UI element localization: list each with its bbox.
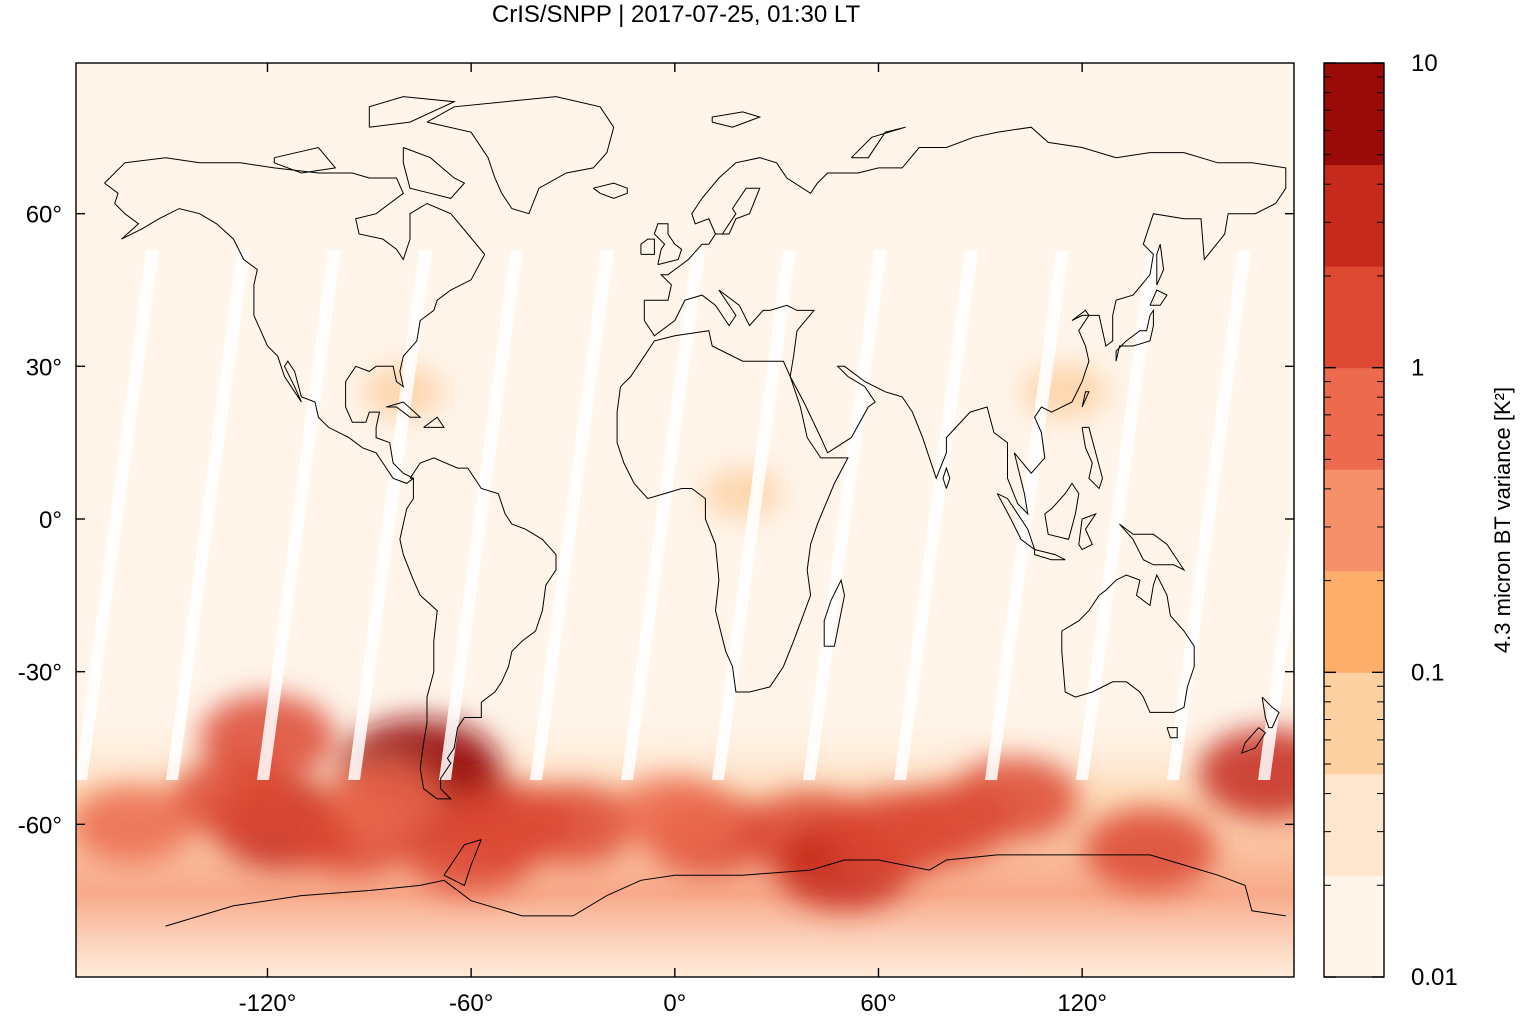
y-tick-label: 60°: [26, 202, 62, 229]
colorbar-label: 4.3 micron BT variance [K²]: [1490, 387, 1515, 653]
hotspot-15: [1084, 807, 1216, 892]
swath-gap-layer: [76, 250, 1294, 780]
coastline-new-zealand-n: [1261, 696, 1280, 729]
coastline-cuba: [386, 401, 422, 418]
colorbar-swatch-3: [1324, 570, 1384, 673]
colorbar: 10 1 0.1 0.01: [1323, 50, 1458, 991]
colorbar-swatch-1: [1324, 773, 1384, 876]
coastline-layer: [104, 96, 1287, 927]
x-tick-label: 120°: [1057, 990, 1107, 1017]
x-tick-label: 0°: [663, 990, 686, 1017]
y-tick-label: -60°: [18, 812, 62, 839]
coastline-svalbard: [711, 111, 762, 128]
swath-gap-11: [1076, 250, 1160, 780]
swath-gap-0: [76, 250, 159, 780]
coastline-sri-lanka: [942, 466, 951, 489]
swath-gap-4: [439, 250, 523, 780]
coastline-sakhalin: [1156, 244, 1165, 286]
swath-gap-10: [985, 250, 1069, 780]
coastline-baffin: [402, 147, 466, 199]
swath-gap-1: [166, 250, 250, 780]
colorbar-swatch-5: [1324, 367, 1384, 470]
chart-title: CrIS/SNPP | 2017-07-25, 01:30 LT: [492, 1, 861, 28]
colorbar-swatch-2: [1324, 672, 1384, 775]
coastline-antarctica: [165, 854, 1286, 927]
coastline-antarctica-peninsula: [443, 839, 482, 887]
hotspot-18: [615, 775, 735, 853]
coastline-iceland: [592, 182, 628, 199]
swath-gap-6: [621, 250, 705, 780]
coastline-madagascar: [823, 578, 846, 647]
coastline-tasmania: [1166, 727, 1178, 739]
colorbar-swatch-6: [1324, 266, 1384, 369]
colorbar-swatch-4: [1324, 469, 1384, 572]
hotspot-19: [327, 761, 445, 837]
coastline-java: [1034, 549, 1066, 561]
coastline-sulawesi: [1078, 512, 1097, 551]
coastline-new-guinea: [1119, 523, 1186, 572]
plot-frame: [75, 62, 1295, 978]
hotspot-8: [510, 784, 636, 865]
coastline-borneo: [1044, 482, 1080, 541]
coastline-scandinavia-sea: [715, 187, 761, 235]
colorbar-tick-label: 0.1: [1411, 659, 1444, 686]
x-tick-label: -60°: [449, 990, 493, 1017]
coastline-hispaniola: [423, 416, 445, 428]
coastline-africa: [616, 330, 849, 693]
colorbar-tick-label: 10: [1411, 50, 1438, 77]
y-axis: 60° 30° 0° -30° -60°: [18, 202, 1294, 839]
coastline-japan: [1115, 308, 1154, 362]
hotspot-21: [702, 468, 783, 519]
swath-gap-13: [1258, 511, 1294, 780]
coastline-australia: [1061, 573, 1195, 713]
swath-gap-7: [712, 250, 796, 780]
hotspot-17: [76, 785, 193, 864]
colorbar-frame: [1323, 62, 1385, 978]
colorbar-tick-label: 1: [1411, 355, 1424, 382]
coastline-hokkaido: [1149, 289, 1168, 306]
coastline-greenland: [426, 96, 615, 215]
colorbar-swatch-0: [1324, 875, 1384, 978]
coastline-philippines: [1081, 426, 1104, 490]
colorbar-swatch-7: [1324, 164, 1384, 267]
coastline-uk: [653, 223, 683, 266]
plot-area: [76, 63, 1294, 977]
swath-gap-2: [257, 250, 341, 780]
colorbar-tick-label: 0.01: [1411, 964, 1458, 991]
coastline-novaya-zemlya: [850, 126, 906, 159]
coastline-new-zealand-s: [1240, 727, 1267, 754]
y-tick-label: -30°: [18, 660, 62, 687]
x-tick-label: -120°: [239, 990, 297, 1017]
swath-gap-12: [1167, 250, 1251, 780]
swath-gap-5: [530, 250, 614, 780]
y-tick-label: 30°: [26, 354, 62, 381]
hotspot-14: [950, 758, 1079, 840]
coastline-north-america: [104, 157, 486, 484]
coastline-victoria-island: [273, 146, 337, 174]
coastline-eurasia: [643, 126, 1287, 516]
x-tick-label: 60°: [860, 990, 896, 1017]
x-axis: -120° -60° 0° 60° 120°: [239, 63, 1107, 1017]
swath-gap-3: [348, 250, 432, 780]
swath-gap-9: [894, 250, 978, 780]
coastline-ireland: [640, 238, 655, 255]
y-tick-label: 0°: [39, 507, 62, 534]
coastline-south-america: [399, 457, 557, 800]
coastline-ellesmere: [368, 96, 457, 128]
colorbar-swatch-8: [1324, 63, 1384, 166]
coastline-taiwan: [1081, 391, 1090, 408]
